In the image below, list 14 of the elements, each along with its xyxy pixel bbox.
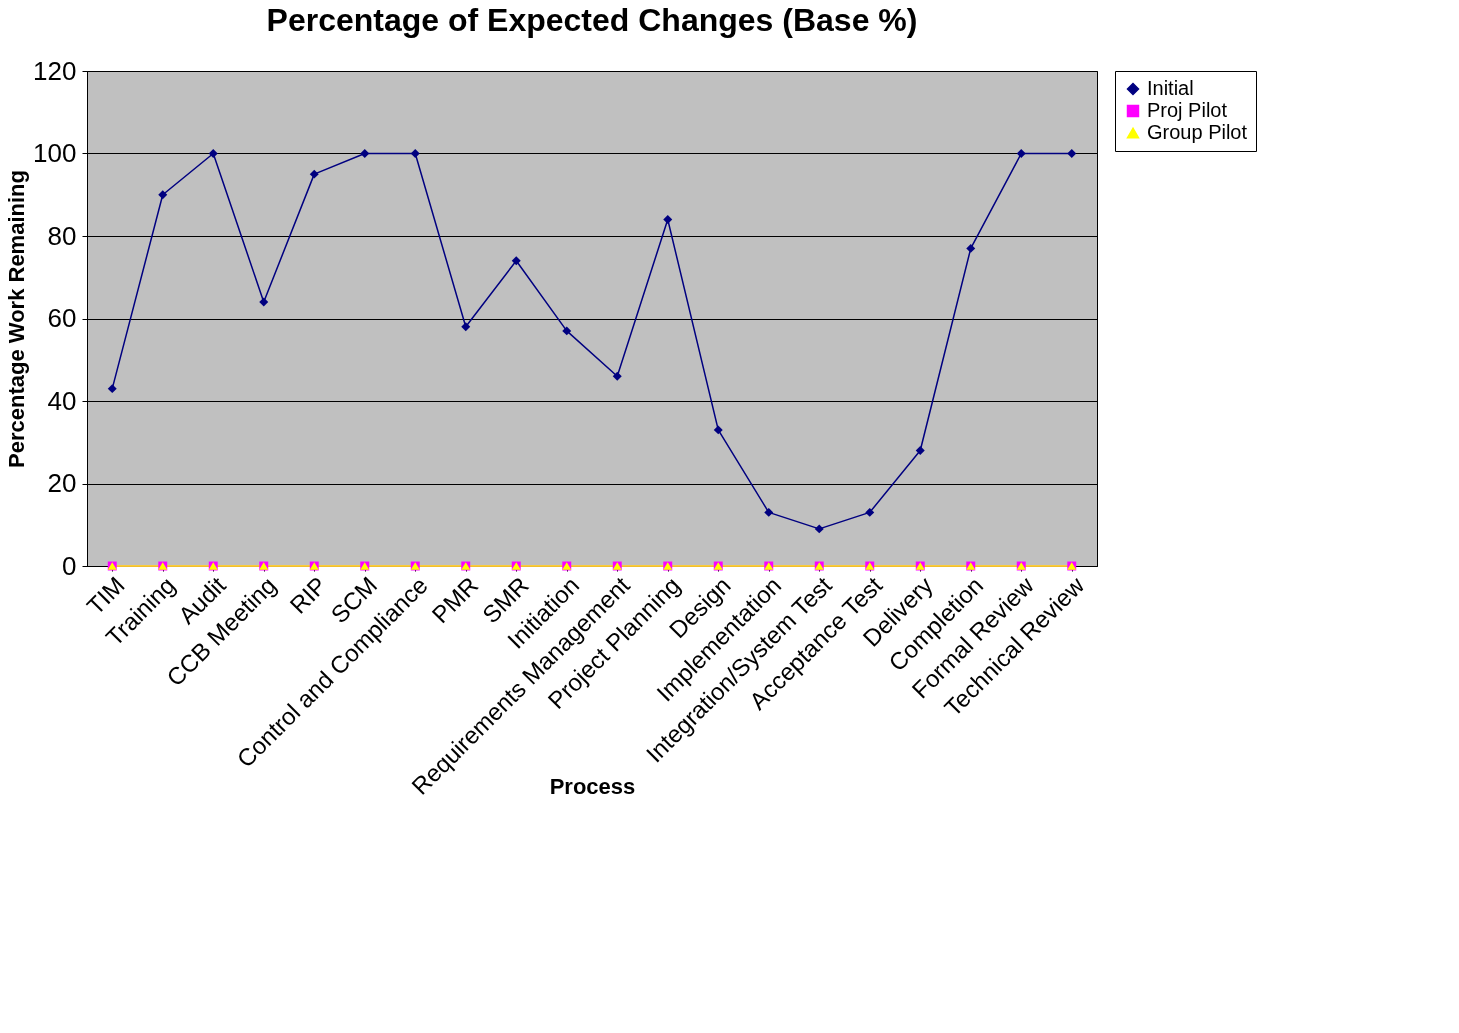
y-tick-label: 0	[62, 550, 77, 581]
y-tick-label: 120	[33, 55, 77, 86]
legend-label: Group Pilot	[1147, 121, 1248, 143]
legend-label: Proj Pilot	[1147, 99, 1228, 121]
y-tick-label: 60	[47, 303, 77, 333]
x-tick-label: RIP	[284, 571, 332, 619]
legend-label: Initial	[1147, 77, 1194, 99]
y-tick-label: 20	[47, 468, 77, 498]
y-axis-title: Percentage Work Remaining	[4, 170, 30, 468]
chart-title: Percentage of Expected Changes (Base %)	[266, 2, 918, 38]
x-axis-title: Process	[549, 773, 636, 799]
y-tick-label: 80	[47, 220, 77, 251]
y-tick-label: 40	[47, 385, 77, 416]
y-tick-label: 100	[33, 138, 77, 168]
